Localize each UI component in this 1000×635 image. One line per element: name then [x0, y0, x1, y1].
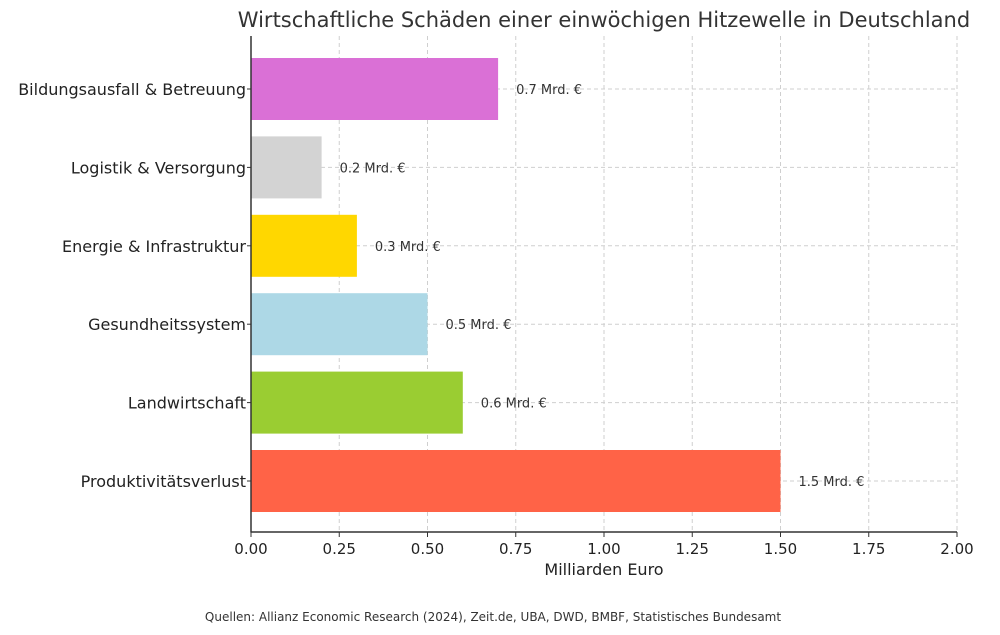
bar — [251, 371, 463, 434]
x-tick-label: 1.00 — [587, 540, 620, 558]
bar — [251, 136, 322, 199]
chart-title: Wirtschaftliche Schäden einer einwöchige… — [238, 8, 970, 32]
bar — [251, 214, 357, 277]
x-tick-label: 0.25 — [323, 540, 356, 558]
axes: 0.00 0.25 0.50 0.75 1.00 1.25 1.50 1.75 2.00 — [234, 36, 974, 558]
x-tick-label: 2.00 — [940, 540, 973, 558]
data-label: 0.7 Mrd. € — [516, 83, 582, 98]
x-tick-label: 1.50 — [764, 540, 797, 558]
category-label: Landwirtschaft — [128, 394, 246, 413]
category-label: Produktivitätsverlust — [81, 472, 246, 491]
bar — [251, 450, 781, 512]
category-label: Bildungsausfall & Betreuung — [18, 80, 246, 99]
x-tick-label: 0.75 — [499, 540, 532, 558]
x-axis-label: Milliarden Euro — [544, 560, 663, 579]
bar — [251, 58, 499, 120]
category-label: Logistik & Versorgung — [71, 158, 246, 177]
data-label: 1.5 Mrd. € — [799, 475, 865, 490]
x-tick-label: 1.75 — [852, 540, 885, 558]
x-tick-label: 1.25 — [676, 540, 709, 558]
labels: Produktivitätsverlust 1.5 Mrd. € Landwirts… — [18, 80, 864, 491]
source-note: Quellen: Allianz Economic Research (2024… — [204, 610, 782, 624]
data-label: 0.5 Mrd. € — [446, 318, 512, 333]
data-label: 0.3 Mrd. € — [375, 240, 441, 255]
x-tick-label: 0.50 — [411, 540, 444, 558]
bar — [251, 293, 428, 356]
x-tick-label: 0.00 — [234, 540, 267, 558]
data-label: 0.2 Mrd. € — [340, 161, 406, 176]
data-label: 0.6 Mrd. € — [481, 397, 547, 412]
category-label: Gesundheitssystem — [88, 315, 246, 334]
bars — [251, 58, 781, 512]
category-label: Energie & Infrastruktur — [62, 237, 246, 256]
